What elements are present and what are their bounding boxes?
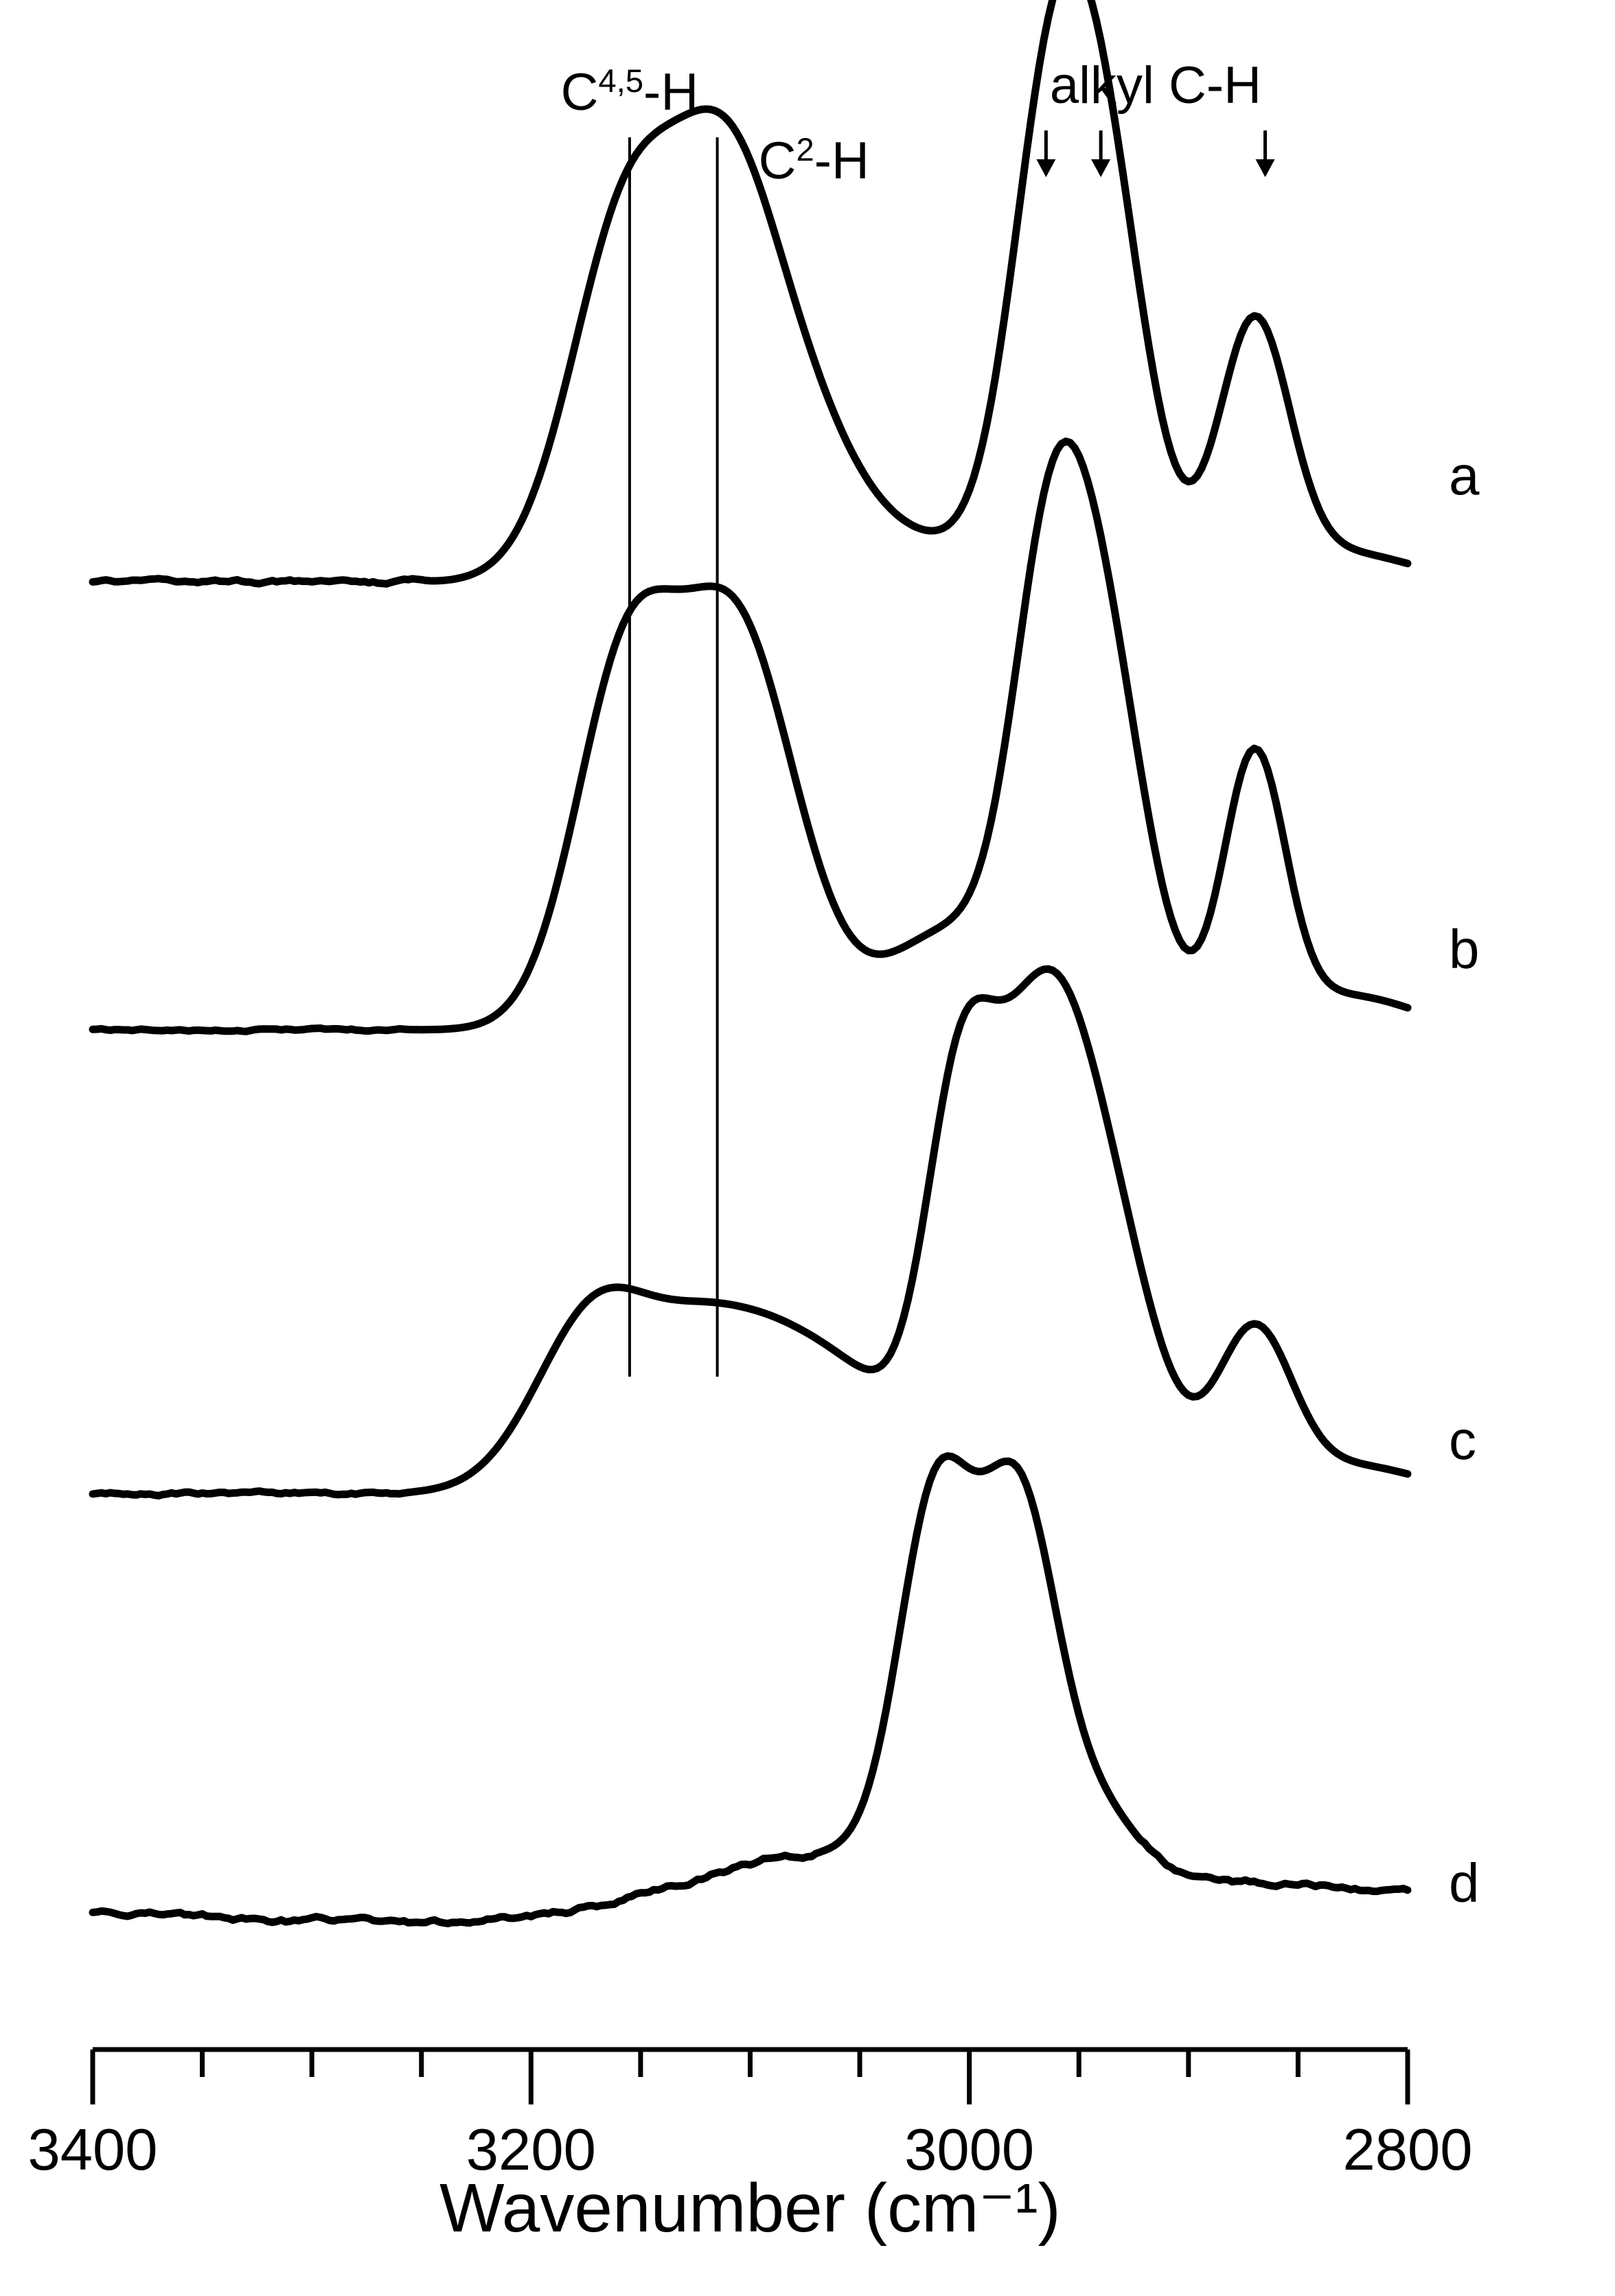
trace-label-d: d (1449, 1852, 1480, 1914)
trace-label-b: b (1449, 919, 1480, 980)
x-axis-label: Wavenumber (cm⁻¹) (439, 2170, 1061, 2247)
x-axis: 3400320030002800Wavenumber (cm⁻¹) (27, 2050, 1472, 2247)
trace-d (93, 1456, 1408, 1924)
alkyl-arrow-head (1091, 159, 1110, 177)
alkyl-arrow-head (1256, 159, 1275, 177)
c45h-label: C4,5-H (561, 62, 699, 122)
annotations: C4,5-H C2-H alkyl C-H (561, 56, 1275, 1377)
spectra-figure: 3400320030002800Wavenumber (cm⁻¹)C4,5-HC… (0, 0, 1615, 2296)
trace-c (93, 969, 1408, 1495)
spectra-svg: 3400320030002800Wavenumber (cm⁻¹)C4,5-HC… (0, 0, 1615, 2296)
alkyl-label: alkyl C-H (1050, 56, 1261, 115)
trace-label-c: c (1449, 1410, 1476, 1471)
x-tick-label: 2800 (1342, 2117, 1472, 2183)
c2h-label: C2-H (759, 131, 869, 191)
trace-label-a: a (1449, 445, 1480, 506)
trace-b (93, 441, 1408, 1032)
alkyl-arrow-head (1036, 159, 1055, 177)
x-tick-label: 3400 (27, 2117, 157, 2183)
